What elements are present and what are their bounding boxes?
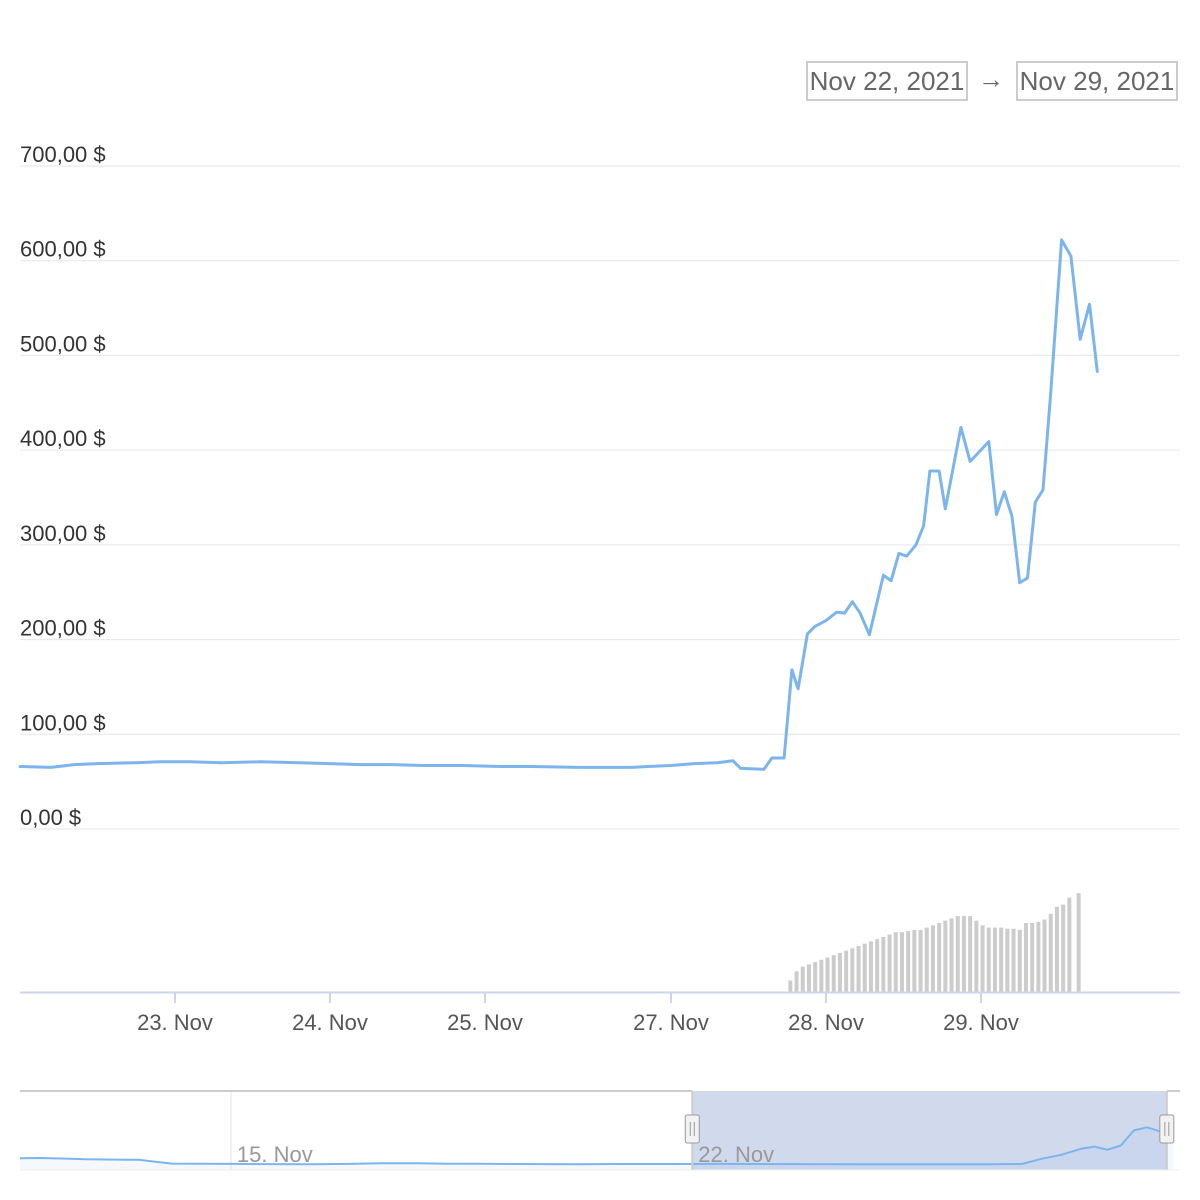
volume-bar xyxy=(1036,921,1041,992)
volume-bar xyxy=(825,957,830,992)
volume-bar xyxy=(918,929,923,992)
x-tick-label: 23. Nov xyxy=(137,1010,213,1035)
volume-bar xyxy=(881,936,886,992)
volume-bar xyxy=(1042,919,1047,992)
volume-bar xyxy=(1017,929,1022,992)
volume-bar xyxy=(1048,913,1053,992)
x-axis: 23. Nov 24. Nov 25. Nov 27. Nov 28. Nov 29. N… xyxy=(20,991,1180,1035)
volume-bar xyxy=(906,931,911,992)
navigator-line xyxy=(19,1126,1174,1166)
price-series xyxy=(18,238,1099,771)
volume-bar xyxy=(1076,893,1081,992)
range-arrow: → xyxy=(978,64,1004,94)
x-tick-label: 28. Nov xyxy=(788,1010,864,1035)
volume-bar xyxy=(912,929,917,992)
volume-bar xyxy=(968,916,973,992)
handle-body xyxy=(684,1114,700,1144)
volume-bar xyxy=(1030,923,1035,992)
handle-body xyxy=(1159,1114,1175,1144)
volume-bar xyxy=(837,952,842,992)
volume-bar xyxy=(999,927,1004,992)
volume-bar xyxy=(1054,906,1059,992)
volume-bar xyxy=(1005,928,1010,992)
grid-lines xyxy=(20,165,1180,830)
volume-bar xyxy=(1011,928,1016,992)
volume-bar xyxy=(943,920,948,992)
y-tick-label: 700,00 $ xyxy=(20,142,106,167)
volume-bar xyxy=(813,962,818,992)
navigator-label: 15. Nov xyxy=(237,1142,313,1167)
volume-bar xyxy=(844,950,849,992)
navigator-label: 22. Nov xyxy=(698,1142,774,1167)
y-tick-label: 200,00 $ xyxy=(20,616,106,641)
volume-bar xyxy=(1023,923,1028,992)
volume-bar xyxy=(875,939,880,992)
navigator-handle-right[interactable] xyxy=(1159,1114,1175,1144)
volume-bar xyxy=(992,927,997,992)
volume-bar xyxy=(1061,904,1066,992)
volume-bar xyxy=(887,934,892,992)
volume-bar xyxy=(986,927,991,992)
volume-bar xyxy=(893,932,898,992)
x-tick-label: 24. Nov xyxy=(292,1010,368,1035)
price-line xyxy=(18,238,1099,771)
navigator-background xyxy=(20,1091,1180,1170)
x-tick-label: 27. Nov xyxy=(633,1010,709,1035)
y-tick-label: 600,00 $ xyxy=(20,237,106,262)
volume-bar xyxy=(924,927,929,992)
volume-bars xyxy=(788,893,1081,992)
volume-bar xyxy=(899,932,904,992)
range-to-input[interactable]: Nov 29, 2021 xyxy=(1016,61,1178,101)
volume-bar xyxy=(794,971,799,992)
volume-bar xyxy=(831,955,836,992)
navigator-handle-left[interactable] xyxy=(684,1114,700,1144)
volume-bar xyxy=(806,964,811,992)
x-tick-label: 25. Nov xyxy=(447,1010,523,1035)
volume-bar xyxy=(930,925,935,992)
volume-bar xyxy=(868,941,873,992)
x-tick-label: 29. Nov xyxy=(943,1010,1019,1035)
volume-bar xyxy=(937,923,942,992)
volume-bar xyxy=(819,959,824,992)
volume-bar xyxy=(974,920,979,992)
range-from-input[interactable]: Nov 22, 2021 xyxy=(806,61,968,101)
volume-bar xyxy=(980,925,985,992)
volume-bar xyxy=(788,980,793,992)
volume-bar xyxy=(856,946,861,992)
volume-bar xyxy=(800,966,805,992)
navigator[interactable]: 15. Nov 22. Nov xyxy=(19,1090,1180,1171)
y-tick-label: 400,00 $ xyxy=(20,426,106,451)
y-tick-label: 0,00 $ xyxy=(20,805,81,830)
volume-bar xyxy=(949,918,954,992)
volume-bar xyxy=(955,916,960,992)
navigator-selection xyxy=(692,1091,1167,1170)
y-tick-label: 100,00 $ xyxy=(20,710,106,735)
volume-bar xyxy=(850,948,855,992)
volume-bar xyxy=(961,916,966,992)
navigator-area xyxy=(20,1127,1174,1170)
volume-bar xyxy=(1067,897,1072,992)
y-axis: 0,00 $ 100,00 $ 200,00 $ 300,00 $ 400,00 $ 50… xyxy=(20,142,106,830)
y-tick-label: 300,00 $ xyxy=(20,521,106,546)
y-tick-label: 500,00 $ xyxy=(20,331,106,356)
volume-bar xyxy=(862,943,867,992)
